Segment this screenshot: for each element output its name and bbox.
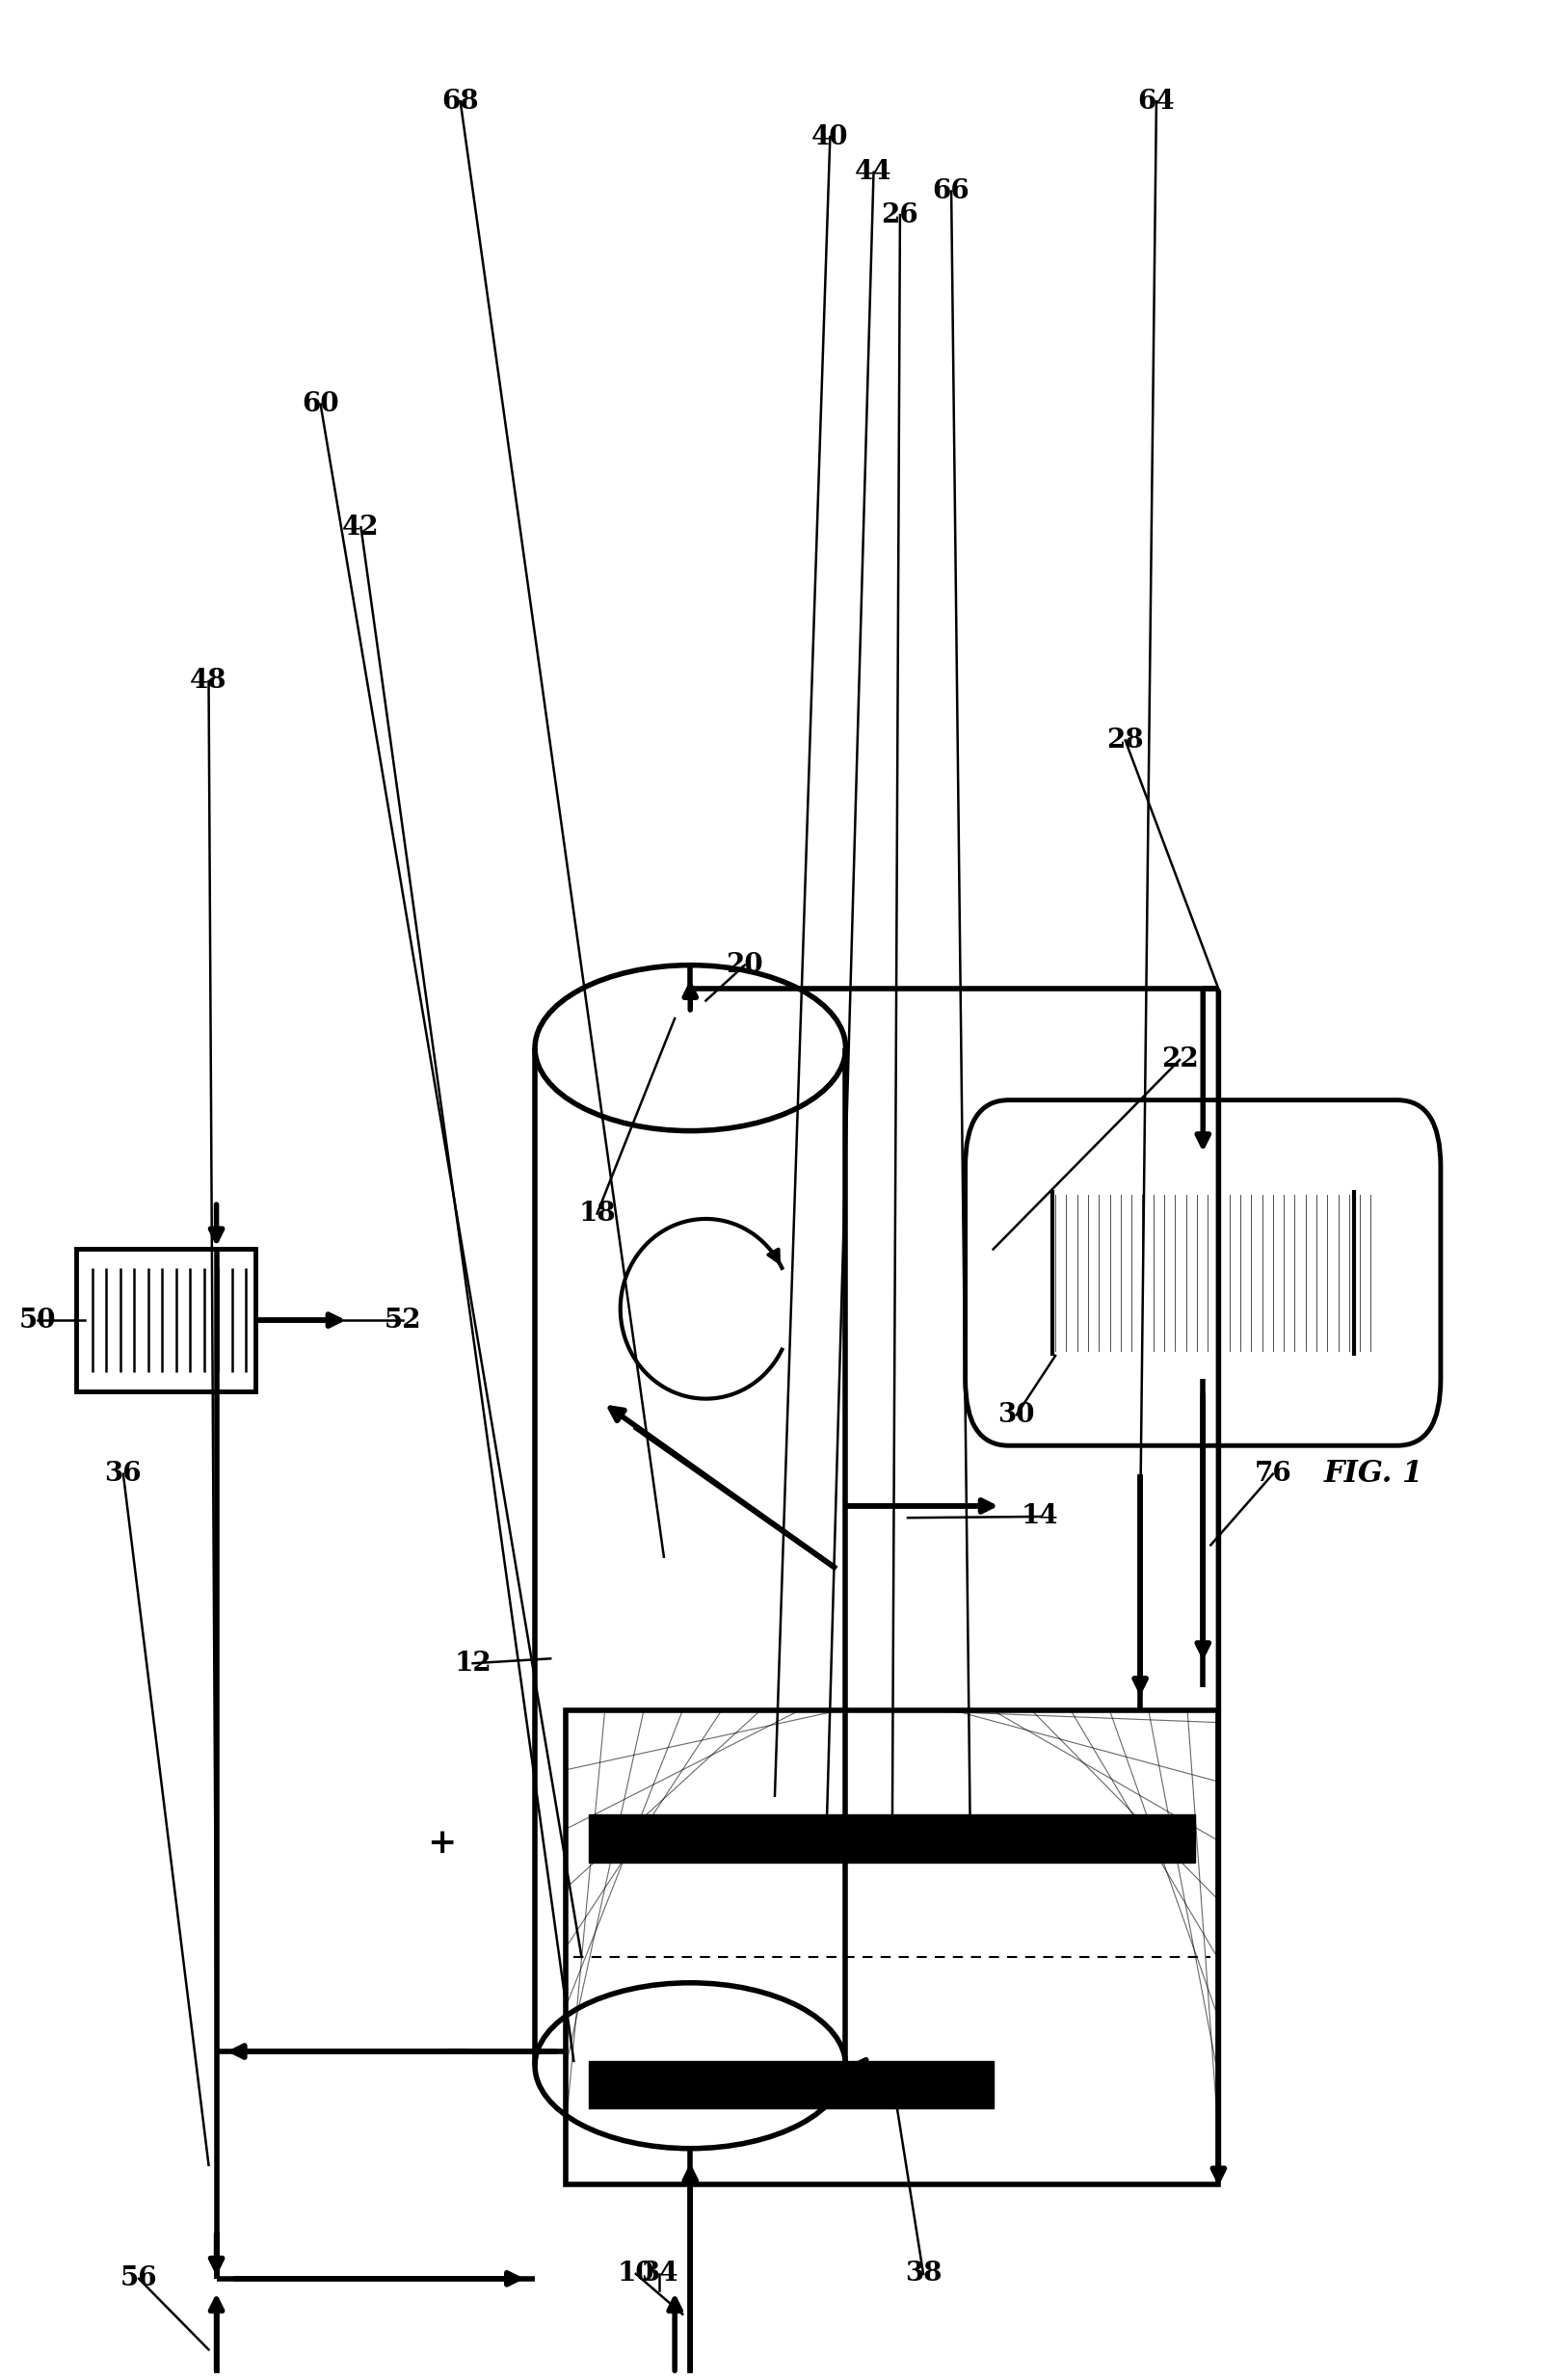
Text: 48: 48 <box>190 669 227 695</box>
Text: +: + <box>428 1828 456 1859</box>
Text: 10: 10 <box>617 2261 655 2287</box>
Text: 18: 18 <box>578 1200 616 1226</box>
Text: 22: 22 <box>1161 1047 1199 1073</box>
Text: 36: 36 <box>105 1461 143 1488</box>
Text: 28: 28 <box>1106 728 1144 754</box>
Text: 42: 42 <box>342 514 379 540</box>
Bar <box>566 1711 1219 2185</box>
Text: 52: 52 <box>384 1307 422 1333</box>
Text: 60: 60 <box>302 390 338 416</box>
Bar <box>77 1250 255 1392</box>
Text: −: − <box>442 2035 472 2068</box>
Text: 44: 44 <box>856 159 892 186</box>
Bar <box>589 2061 993 2109</box>
Text: 38: 38 <box>904 2261 942 2287</box>
Text: 14: 14 <box>1022 1504 1058 1530</box>
Bar <box>589 1816 1196 1861</box>
Text: 26: 26 <box>881 202 918 228</box>
Text: 64: 64 <box>1138 88 1175 114</box>
Text: 56: 56 <box>121 2266 157 2292</box>
Text: 76: 76 <box>1254 1461 1291 1488</box>
Text: 20: 20 <box>726 952 763 978</box>
Text: 40: 40 <box>812 124 849 150</box>
Text: 50: 50 <box>19 1307 56 1333</box>
Text: 34: 34 <box>641 2261 679 2287</box>
Text: 66: 66 <box>932 178 970 205</box>
Text: 68: 68 <box>442 88 480 114</box>
FancyBboxPatch shape <box>965 1100 1440 1445</box>
Text: FIG. 1: FIG. 1 <box>1324 1459 1424 1490</box>
Text: 12: 12 <box>454 1649 492 1676</box>
Text: 30: 30 <box>998 1402 1036 1428</box>
